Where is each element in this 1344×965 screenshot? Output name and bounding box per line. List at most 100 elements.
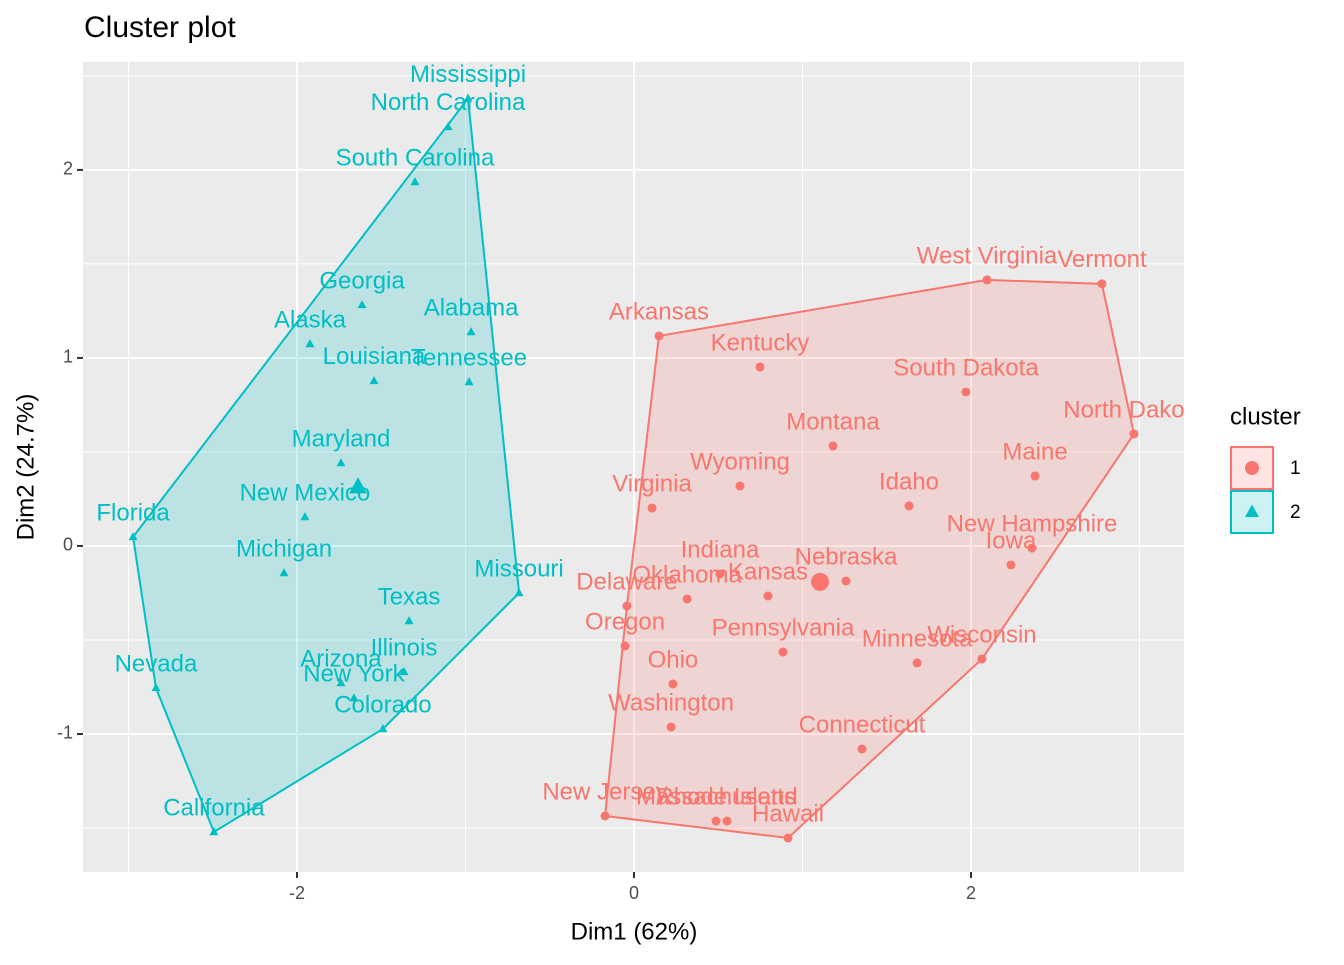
point [399, 667, 409, 676]
point-label: Mississippi [410, 61, 526, 88]
point-label: Nevada [115, 650, 198, 677]
cluster-center [349, 477, 367, 494]
point-label: Minnesota [862, 625, 973, 652]
point-label: Wisconsin [927, 621, 1036, 648]
y-axis-label: Dim2 (24.7%) [12, 394, 39, 541]
point [404, 616, 414, 625]
point-label: Texas [378, 583, 441, 610]
point-label: Arizona [300, 645, 382, 672]
point [904, 501, 914, 511]
point [778, 647, 788, 657]
point-label: Oregon [585, 608, 665, 635]
point [1129, 429, 1139, 439]
point-label: Kentucky [711, 329, 810, 356]
point [464, 377, 474, 386]
point-label: Georgia [319, 267, 405, 294]
point-label: Nebraska [795, 543, 898, 570]
point [912, 658, 922, 668]
point [982, 275, 992, 285]
point-label: Massachusetts [636, 783, 796, 810]
point [600, 811, 610, 821]
point [841, 576, 851, 586]
point-label: Iowa [986, 527, 1037, 554]
point [1027, 543, 1037, 553]
point-label: Maryland [292, 425, 391, 452]
point [763, 591, 773, 601]
legend-marker [1245, 461, 1259, 475]
point [620, 641, 630, 651]
point-label: South Carolina [336, 144, 495, 171]
point-label: Indiana [681, 536, 760, 563]
point [668, 679, 678, 689]
point [857, 744, 867, 754]
point-label: Washington [608, 689, 734, 716]
point-label: California [163, 794, 265, 821]
point [514, 588, 524, 597]
point-label: Idaho [879, 468, 939, 495]
point [463, 93, 473, 102]
point [151, 683, 161, 692]
point-label: Oklahoma [632, 561, 742, 588]
x-tick-label: 0 [629, 883, 639, 903]
point-label: Hawaii [752, 800, 824, 827]
point-label: South Dakota [893, 354, 1039, 381]
point [622, 601, 632, 611]
point [378, 724, 388, 733]
point-label: Delaware [576, 568, 677, 595]
point-label: New York [303, 660, 405, 687]
point-label: Louisiana [323, 343, 426, 370]
point-label: Connecticut [799, 711, 926, 738]
point-label: Tennessee [411, 344, 527, 371]
point-label: North Dakota [1063, 396, 1205, 423]
point [666, 722, 676, 732]
cluster-center [811, 572, 830, 591]
point [349, 693, 359, 702]
point [711, 816, 721, 826]
point-label: Alabama [424, 294, 519, 321]
point [654, 331, 664, 341]
y-tick-label: 0 [63, 535, 73, 555]
point [961, 387, 971, 397]
point [722, 816, 732, 826]
point-label: Ohio [648, 646, 699, 673]
point-label: Florida [96, 499, 170, 526]
point-label: Pennsylvania [712, 614, 855, 641]
point-label: Vermont [1057, 246, 1147, 273]
point [336, 458, 346, 467]
point [1097, 279, 1107, 289]
point-label: West Virginia [917, 242, 1058, 269]
point [305, 339, 315, 348]
y-tick-label: 1 [63, 347, 73, 367]
point [128, 532, 138, 541]
x-tick-label: 2 [966, 883, 976, 903]
point [209, 827, 219, 836]
point-label: New Hampshire [947, 510, 1118, 537]
point-label: Virginia [612, 470, 692, 497]
point [357, 300, 367, 309]
point-label: Rhode Island [656, 783, 797, 810]
point [279, 568, 289, 577]
y-tick-label: 2 [63, 159, 73, 179]
point [647, 503, 657, 513]
point-label: New Jersey [542, 778, 667, 805]
legend-label: 2 [1290, 502, 1301, 523]
point [336, 678, 346, 687]
point [682, 594, 692, 604]
legend-title: cluster [1230, 403, 1301, 430]
point [783, 833, 793, 843]
point [755, 362, 765, 372]
point-label: Arkansas [609, 298, 709, 325]
point-label: Alaska [274, 306, 347, 333]
point [369, 376, 379, 385]
legend-label: 1 [1290, 458, 1301, 479]
chart-title: Cluster plot [84, 11, 236, 44]
point-label: Wyoming [690, 448, 790, 475]
point [300, 512, 310, 521]
point-label: New Mexico [240, 479, 371, 506]
point-label: Kansas [728, 558, 808, 585]
point [410, 177, 420, 186]
point-label: Montana [786, 408, 880, 435]
point [466, 327, 476, 336]
